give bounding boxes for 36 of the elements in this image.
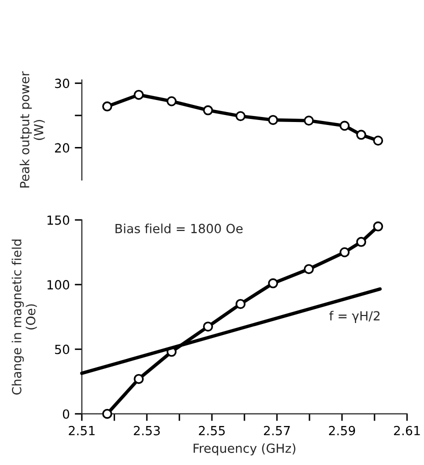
y-axis-title: Peak output power (W) bbox=[20, 71, 45, 188]
x-tick-label: 2.59 bbox=[329, 426, 356, 436]
point bbox=[102, 408, 112, 419]
point bbox=[373, 136, 384, 146]
y-tick-label: 150 bbox=[48, 215, 70, 225]
y-tick-label: 100 bbox=[48, 280, 70, 290]
x-axis-title: Frequency (GHz) bbox=[194, 443, 296, 456]
point bbox=[304, 116, 314, 126]
y-tick-label: 30 bbox=[55, 78, 70, 88]
x-tick-label: 2.53 bbox=[134, 426, 160, 436]
point bbox=[134, 374, 144, 384]
x-tick-label: 2.55 bbox=[198, 426, 225, 436]
point bbox=[134, 90, 144, 100]
x-tick-label: 2.57 bbox=[264, 426, 290, 436]
y-tick-label: 0 bbox=[62, 409, 70, 419]
y-axis-title: Change in magnetic field (Oe) bbox=[12, 240, 37, 395]
point bbox=[356, 236, 366, 247]
point bbox=[304, 264, 314, 274]
point bbox=[340, 247, 350, 258]
point bbox=[356, 130, 366, 140]
point bbox=[166, 96, 177, 106]
point bbox=[203, 105, 214, 116]
x-tick-label: 2.51 bbox=[68, 426, 95, 436]
point bbox=[236, 111, 246, 122]
annotation: f = γH/2 bbox=[329, 310, 380, 323]
point bbox=[236, 298, 246, 309]
point bbox=[268, 114, 278, 125]
y-tick-label: 20 bbox=[55, 143, 70, 153]
point bbox=[102, 101, 112, 112]
point bbox=[203, 322, 214, 332]
point bbox=[268, 278, 278, 288]
point bbox=[340, 120, 350, 131]
y-tick-label: 50 bbox=[55, 344, 70, 354]
annotation: Bias field = 1800 Oe bbox=[116, 224, 243, 234]
x-tick-label: 2.61 bbox=[394, 426, 420, 436]
point bbox=[373, 221, 384, 232]
